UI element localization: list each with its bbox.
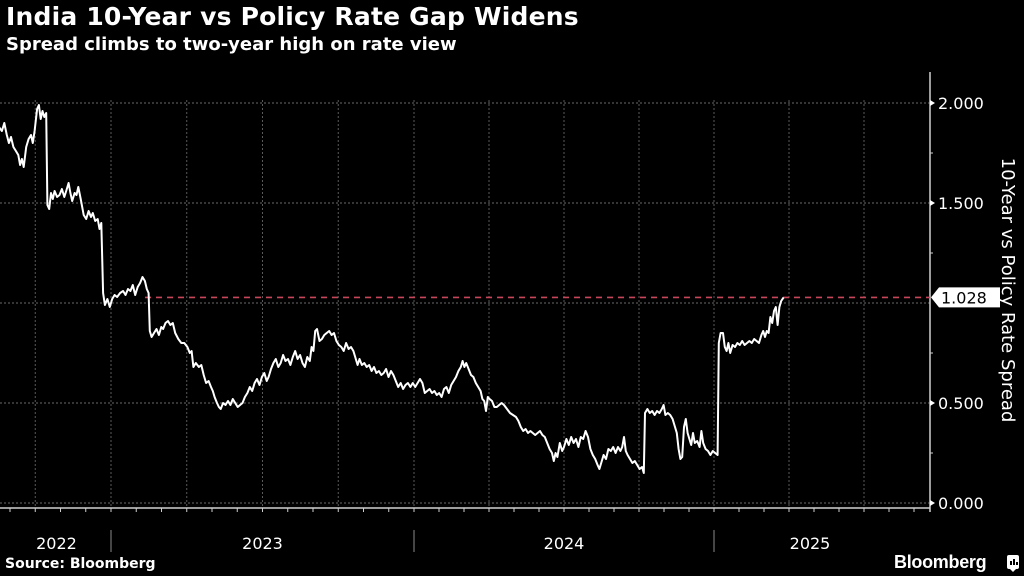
source-note: Source: Bloomberg — [5, 556, 156, 572]
gridlines — [0, 100, 930, 506]
x-tick-label: 2024 — [544, 534, 585, 553]
x-tick-label: 2025 — [790, 534, 831, 553]
last-value-label-box — [931, 287, 1000, 308]
last-value-label-text: 1.028 — [941, 288, 987, 307]
y-tick-label: 0.000 — [938, 494, 984, 513]
y-tick-label: 2.000 — [938, 94, 984, 113]
y-tick-arrow — [930, 200, 935, 206]
y-tick-arrow — [930, 500, 935, 506]
y-tick-arrow — [930, 100, 935, 106]
bloomberg-logo-text: Bloomberg — [894, 552, 987, 572]
y-tick-label: 0.500 — [938, 394, 984, 413]
x-axis: 2022 2023 2024 2025 — [0, 507, 930, 553]
y-tick-arrow — [930, 400, 935, 406]
chart-title: India 10-Year vs Policy Rate Gap Widens — [6, 2, 579, 31]
x-tick-label: 2023 — [242, 534, 283, 553]
chart-subtitle: Spread climbs to two-year high on rate v… — [6, 34, 457, 55]
y-axis: 0.000 0.500 1.500 2.000 — [929, 72, 984, 513]
last-value-label: 1.028 — [931, 287, 1000, 308]
y-axis-title: 10-Year vs Policy Rate Spread — [997, 158, 1018, 423]
y-tick-label: 1.500 — [938, 194, 984, 213]
series-line-spread — [0, 104, 785, 474]
x-tick-label: 2022 — [36, 534, 77, 553]
bloomberg-chart-icon — [1007, 555, 1019, 572]
